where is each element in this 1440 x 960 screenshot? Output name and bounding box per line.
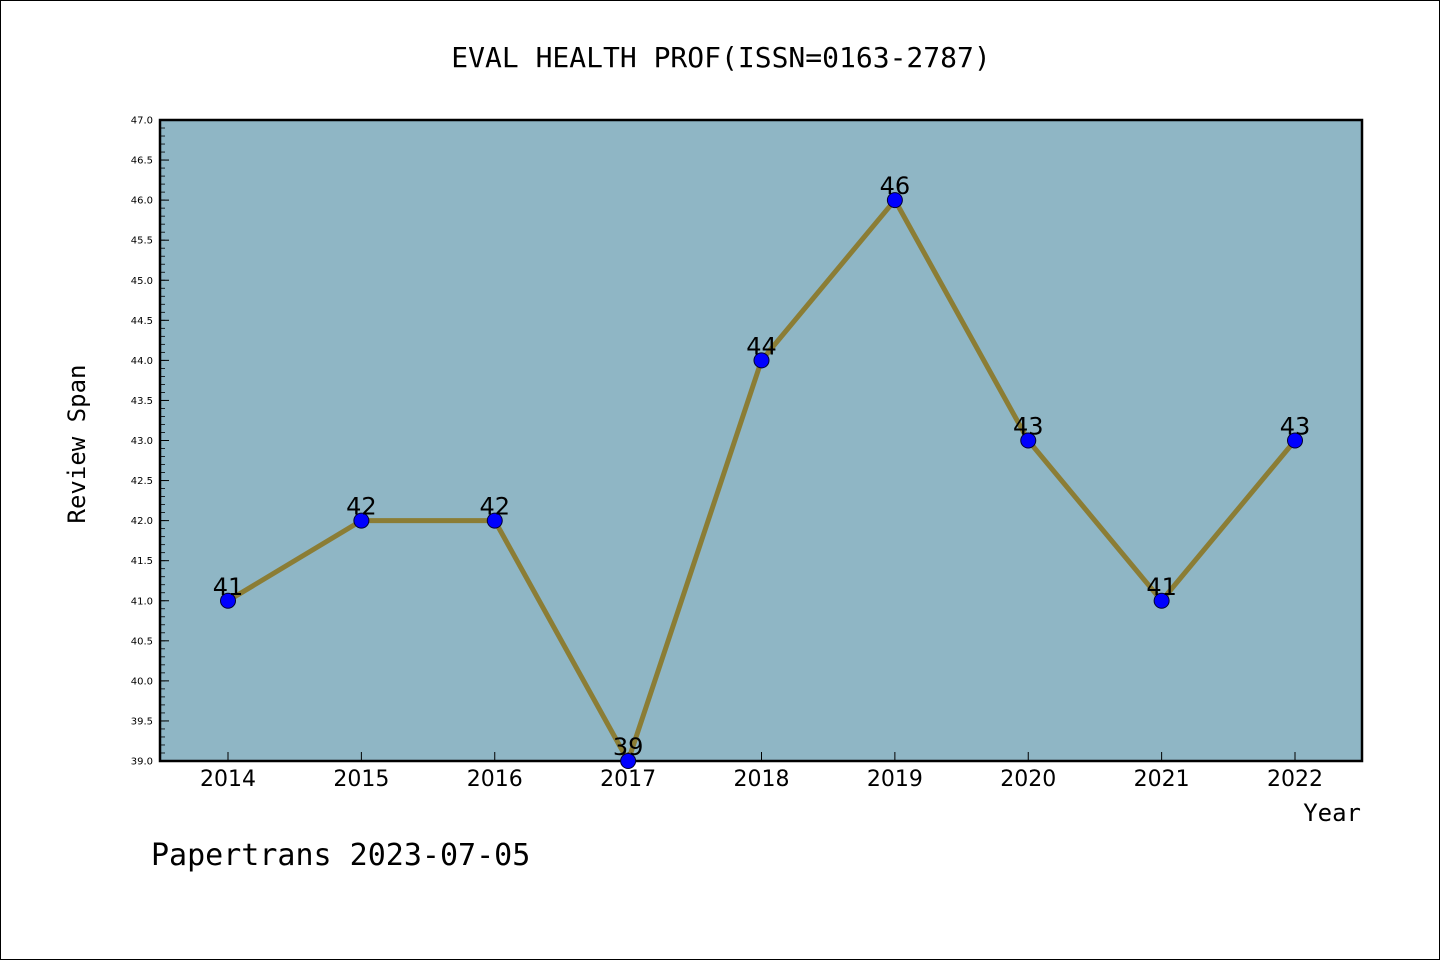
y-tick-label: 44.0 (131, 356, 153, 367)
y-tick-label: 41.5 (131, 556, 153, 567)
y-tick-label: 42.0 (131, 516, 153, 527)
y-tick-label: 45.0 (131, 276, 153, 287)
data-label: 39 (613, 733, 644, 761)
data-point (1153, 592, 1170, 609)
y-tick-label: 43.0 (131, 436, 153, 447)
x-tick-label: 2022 (1267, 767, 1323, 792)
y-tick-label: 45.5 (131, 236, 153, 247)
x-tick-label: 2020 (1000, 767, 1056, 792)
y-tick-label: 39.0 (131, 757, 153, 768)
y-tick-label: 40.5 (131, 636, 153, 647)
data-label: 46 (880, 172, 911, 200)
data-labels: 41 42 42 39 44 46 43 41 43 (213, 172, 1311, 761)
y-tick-label: 42.5 (131, 476, 153, 487)
data-label: 43 (1280, 413, 1311, 441)
data-point (620, 753, 637, 769)
data-point (1020, 432, 1037, 449)
x-axis-label: Year (1303, 799, 1361, 827)
y-tick-label: 47.0 (131, 116, 153, 127)
x-tick-label: 2021 (1134, 767, 1190, 792)
data-label: 42 (479, 493, 510, 521)
y-tick-label: 46.0 (131, 196, 153, 207)
y-tick-label: 39.5 (131, 716, 153, 727)
data-label: 42 (346, 493, 377, 521)
x-tick-label: 2016 (467, 767, 523, 792)
data-label: 44 (746, 332, 777, 360)
y-tick-label: 44.5 (131, 316, 153, 327)
y-tick-label: 43.5 (131, 396, 153, 407)
x-tick-label: 2014 (200, 767, 256, 792)
data-point (220, 592, 236, 609)
y-axis-label: Review Span (63, 365, 91, 524)
y-tick-label: 41.0 (131, 596, 153, 607)
data-point (486, 512, 503, 529)
x-tick-label: 2019 (867, 767, 923, 792)
x-tick-label: 2017 (600, 767, 656, 792)
y-axis: 39.0 39.5 40.0 40.5 41.0 41.5 42.0 42.5 43.0 43.5… (131, 116, 169, 768)
footer-note: Papertrans 2023-07-05 (151, 838, 530, 873)
data-label: 41 (213, 573, 244, 601)
y-tick-label: 40.0 (131, 676, 153, 687)
data-point (886, 192, 903, 209)
data-point (1287, 432, 1303, 449)
data-label: 43 (1013, 413, 1044, 441)
x-tick-label: 2015 (333, 767, 389, 792)
data-point (353, 512, 370, 529)
x-axis: 2014 2015 2016 2017 2018 2019 2020 2021 2022 (200, 752, 1323, 792)
plot-area (158, 118, 1364, 763)
data-point (753, 352, 770, 369)
series-line-group (220, 192, 1303, 769)
data-label: 41 (1146, 573, 1177, 601)
y-tick-label: 46.5 (131, 156, 153, 167)
x-tick-label: 2018 (734, 767, 790, 792)
chart-title: EVAL HEALTH PROF(ISSN=0163-2787) (451, 41, 990, 74)
